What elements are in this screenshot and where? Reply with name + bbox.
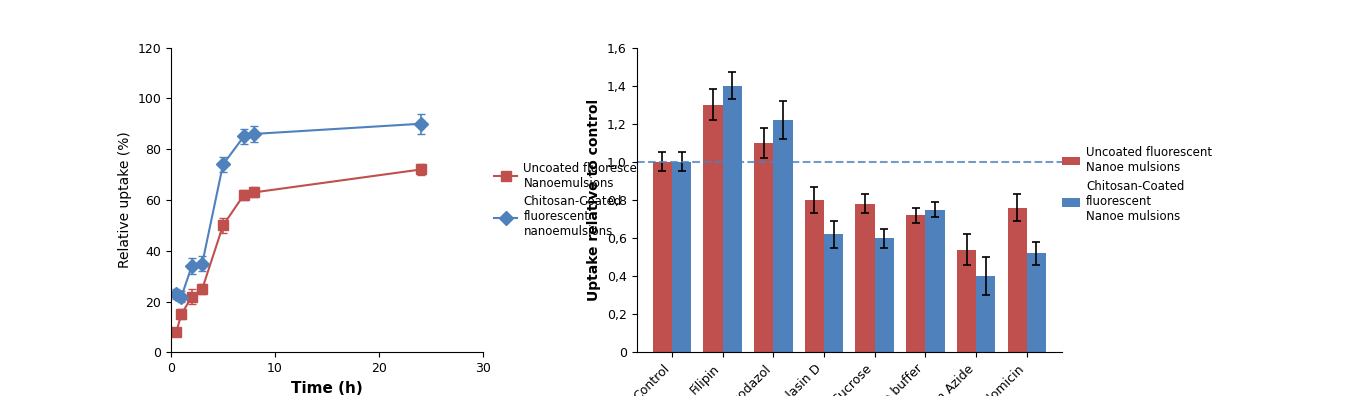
Bar xyxy=(855,204,874,352)
Bar xyxy=(773,120,792,352)
Bar xyxy=(977,276,996,352)
Legend: Uncoated fluorescent
Nanoemulsions, Chitosan-Coated
fluorescent
nanoemulsions: Uncoated fluorescent Nanoemulsions, Chit… xyxy=(490,157,654,243)
Bar xyxy=(804,200,824,352)
Bar xyxy=(874,238,895,352)
Bar xyxy=(824,234,843,352)
Bar xyxy=(1027,253,1047,352)
Y-axis label: Uptake relative to control: Uptake relative to control xyxy=(587,99,602,301)
Bar xyxy=(754,143,773,352)
Y-axis label: Relative uptake (%): Relative uptake (%) xyxy=(118,131,131,268)
Bar xyxy=(1008,208,1027,352)
Bar xyxy=(956,249,977,352)
Legend: Uncoated fluorescent
Nanoe mulsions, Chitosan-Coated
fluorescent
Nanoe mulsions: Uncoated fluorescent Nanoe mulsions, Chi… xyxy=(1057,141,1216,228)
Bar xyxy=(925,209,945,352)
Bar xyxy=(722,86,741,352)
Bar xyxy=(906,215,925,352)
Bar xyxy=(653,162,672,352)
Bar xyxy=(703,105,722,352)
X-axis label: Time (h): Time (h) xyxy=(291,381,363,396)
Bar xyxy=(672,162,691,352)
